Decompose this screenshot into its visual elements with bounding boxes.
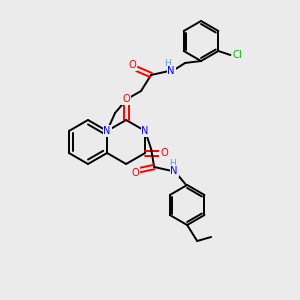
Text: N: N [167,66,175,76]
Text: H: H [164,59,170,68]
Text: O: O [131,168,139,178]
Text: O: O [122,94,130,104]
Text: O: O [160,148,168,158]
Text: N: N [103,126,111,136]
Text: N: N [170,166,178,176]
Text: N: N [142,126,149,136]
Text: O: O [128,60,136,70]
Text: H: H [169,160,175,169]
Text: Cl: Cl [232,50,242,60]
